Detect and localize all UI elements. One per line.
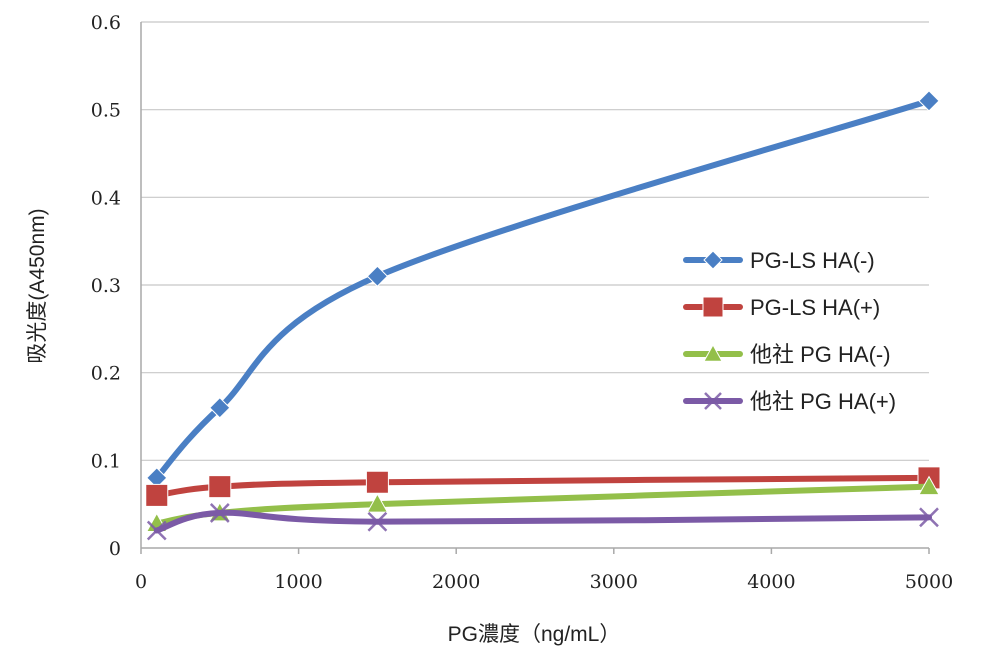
legend-label: PG-LS HA(-) bbox=[750, 248, 875, 273]
legend-marker bbox=[703, 343, 723, 362]
series-line bbox=[153, 97, 932, 481]
y-tick-label: 0.5 bbox=[91, 100, 121, 122]
legend-item: PG-LS HA(-) bbox=[683, 248, 875, 273]
gridlines bbox=[141, 21, 929, 461]
legend-item: PG-LS HA(+) bbox=[683, 295, 880, 320]
x-tick-label: 2000 bbox=[432, 571, 480, 593]
data-point bbox=[366, 265, 389, 287]
legend-marker bbox=[703, 250, 723, 270]
y-tick-label: 0.2 bbox=[91, 363, 121, 385]
x-tick-label: 1000 bbox=[274, 571, 322, 593]
series-line bbox=[153, 509, 932, 534]
legend-marker bbox=[704, 392, 722, 410]
data-point bbox=[146, 520, 167, 541]
legend-item: 他社 PG HA(-) bbox=[683, 342, 891, 367]
axes bbox=[140, 22, 930, 554]
legend: PG-LS HA(-) PG-LS HA(+) 他社 PG HA(-) 他社 PG H… bbox=[683, 248, 896, 414]
legend-label: 他社 PG HA(-) bbox=[750, 342, 891, 367]
legend-item: 他社 PG HA(+) bbox=[683, 389, 896, 414]
legend-label: PG-LS HA(+) bbox=[750, 295, 880, 320]
legend-label: 他社 PG HA(+) bbox=[750, 389, 896, 414]
series-1 bbox=[146, 90, 940, 489]
data-point bbox=[918, 90, 940, 112]
x-tick-label: 3000 bbox=[590, 571, 638, 593]
data-point bbox=[366, 493, 389, 513]
x-tick-label: 0 bbox=[135, 571, 147, 593]
data-point bbox=[208, 475, 232, 499]
y-tick-label: 0.6 bbox=[91, 12, 121, 34]
y-tick-label: 0.1 bbox=[91, 450, 121, 472]
data-point bbox=[145, 483, 169, 507]
y-tick-label: 0.3 bbox=[91, 275, 121, 297]
data-point bbox=[918, 475, 940, 496]
series-group bbox=[145, 90, 941, 541]
data-point bbox=[209, 397, 231, 419]
y-tick-labels: 0 0.1 0.2 0.3 0.4 0.5 0.6 bbox=[91, 12, 121, 560]
x-tick-label: 4000 bbox=[747, 571, 795, 593]
x-tick-label: 5000 bbox=[905, 571, 953, 593]
y-tick-label: 0.4 bbox=[91, 187, 121, 209]
y-tick-label: 0 bbox=[109, 538, 121, 560]
legend-marker bbox=[702, 296, 724, 318]
data-point bbox=[209, 503, 230, 523]
data-point bbox=[919, 507, 939, 528]
y-axis-title: 吸光度(A450nm) bbox=[26, 208, 49, 363]
data-point bbox=[365, 470, 389, 494]
series-4 bbox=[146, 503, 939, 541]
x-tick-labels: 0 1000 2000 3000 4000 5000 bbox=[135, 571, 953, 593]
series-2 bbox=[145, 466, 941, 507]
x-axis-title: PG濃度（ng/mL） bbox=[448, 623, 621, 646]
data-point bbox=[367, 511, 388, 532]
